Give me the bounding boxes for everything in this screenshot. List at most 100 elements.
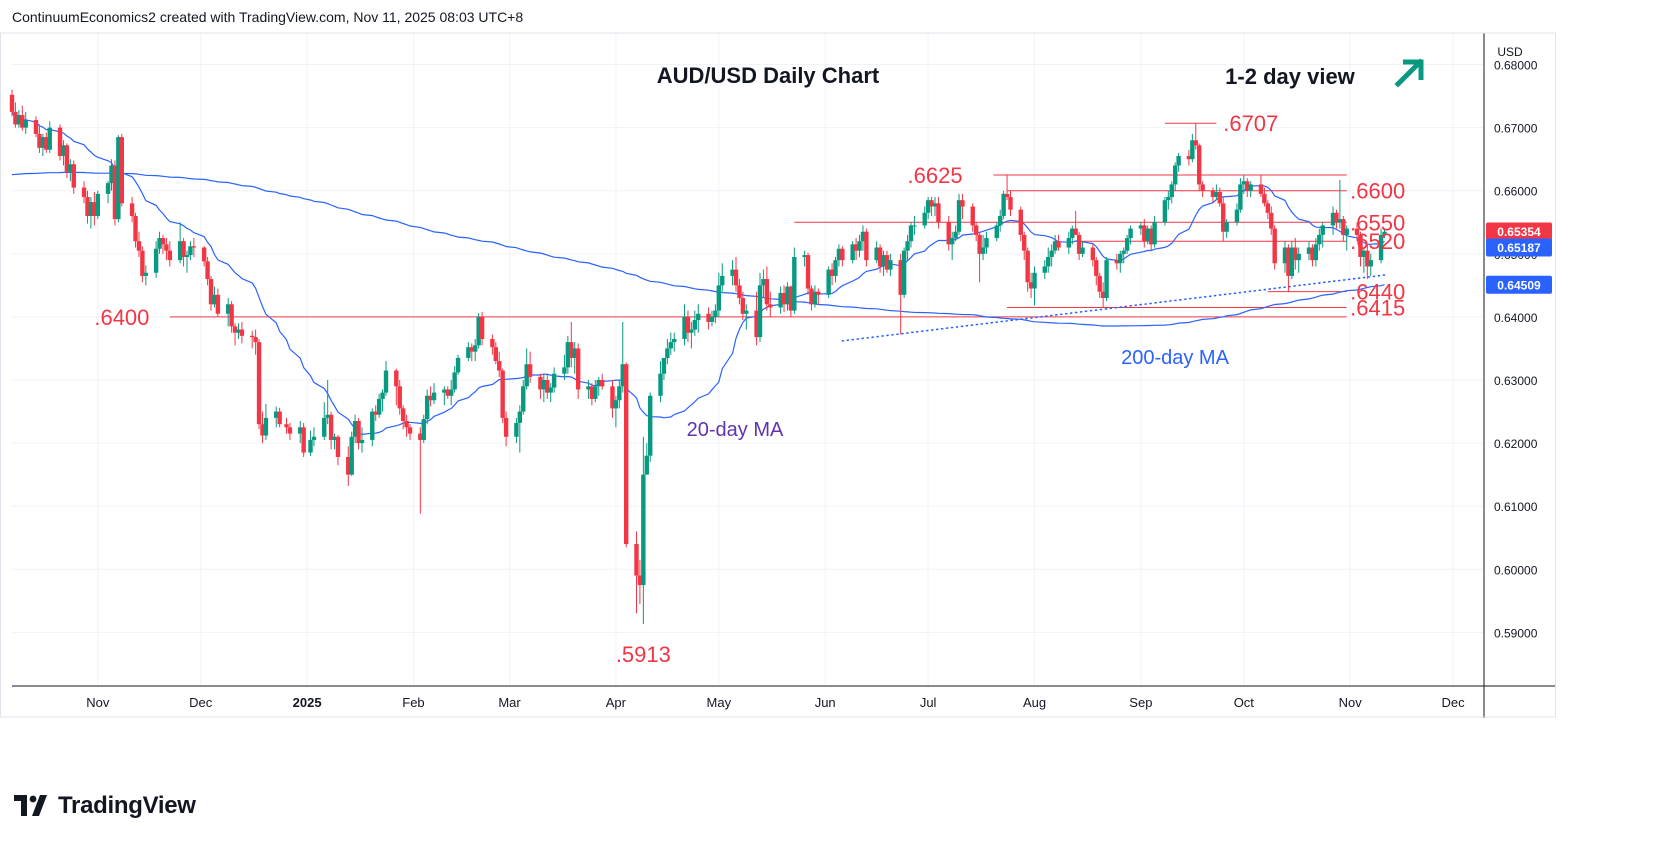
candle-body — [1042, 266, 1048, 273]
candle-body — [977, 234, 982, 254]
ma-20-line — [11, 111, 1385, 436]
candle-body — [809, 288, 814, 305]
candle-body — [1296, 253, 1301, 261]
level-label: .6600 — [1350, 179, 1405, 204]
candle-body — [298, 427, 303, 434]
candle-body — [57, 127, 63, 157]
candle-body — [119, 137, 124, 204]
annotations: .6707 .6625 .6600 .6550.6520 .6440.6415 .6400… — [94, 58, 1424, 667]
candle-body — [431, 392, 437, 401]
candle-body — [397, 386, 402, 409]
x-tick-label: Jun — [815, 695, 836, 710]
candle-body — [1190, 140, 1195, 160]
candle-body — [792, 256, 797, 311]
candle-body — [1334, 212, 1339, 223]
chart-axes: USD0.680000.670000.660000.650000.640000.… — [0, 32, 1556, 718]
candle-body — [768, 304, 773, 308]
candle-body — [160, 238, 166, 245]
tradingview-logo[interactable]: TradingView — [14, 792, 196, 820]
candle-body — [658, 373, 663, 396]
low-label: .5913 — [616, 642, 671, 667]
candle-body — [623, 364, 629, 545]
candle-body — [785, 286, 790, 305]
level-label: .6625 — [908, 163, 963, 188]
arrow-up-right-icon — [1394, 58, 1424, 88]
candle-body — [1022, 234, 1027, 251]
candle-body — [109, 165, 114, 184]
candle-body — [1210, 190, 1216, 198]
price-badge — [1486, 222, 1552, 241]
candle-body — [661, 357, 667, 374]
candle-body — [936, 203, 941, 223]
candle-body — [71, 164, 76, 188]
candle-body — [466, 347, 471, 358]
candle-body — [641, 474, 646, 586]
candle-body — [1032, 272, 1037, 289]
candle-body — [1317, 234, 1322, 245]
support-trend-line — [841, 273, 1389, 342]
candle-body — [1004, 193, 1010, 198]
candle-body — [689, 329, 694, 333]
candle-body — [593, 386, 598, 399]
candle-body — [346, 456, 351, 475]
candle-body — [538, 376, 543, 390]
candle-body — [884, 255, 890, 270]
candle-body — [757, 285, 763, 338]
candle-body — [761, 279, 766, 286]
currency-label: USD — [1497, 45, 1523, 59]
candle-body — [493, 347, 499, 362]
level-label: .6707 — [1223, 111, 1278, 136]
candle-body — [565, 342, 571, 368]
candle-body — [37, 133, 42, 148]
candle-body — [143, 272, 149, 276]
x-tick-label: Oct — [1234, 695, 1255, 710]
candle-body — [877, 247, 883, 267]
candle-body — [112, 165, 118, 220]
candle-body — [256, 342, 262, 425]
candle-body — [140, 250, 145, 276]
candle-body — [596, 380, 601, 387]
y-tick-label: 0.67000 — [1494, 122, 1538, 136]
candle-body — [1221, 203, 1226, 232]
candle-body — [191, 246, 197, 248]
level-label: .6550 — [1350, 210, 1405, 235]
candlesticks — [9, 89, 1387, 625]
candle-body — [1258, 184, 1264, 194]
candle-body — [380, 392, 385, 399]
x-tick-label: Apr — [606, 695, 627, 710]
candle-body — [400, 408, 406, 422]
level-label: .6520 — [1350, 229, 1405, 254]
candle-body — [1128, 228, 1133, 239]
candle-body — [448, 389, 454, 396]
candle-body — [980, 247, 986, 254]
candle-body — [1217, 191, 1222, 204]
y-tick-label: 0.59000 — [1494, 626, 1538, 640]
candle-body — [164, 244, 169, 251]
candle-body — [925, 200, 931, 213]
candle-body — [359, 439, 365, 444]
candle-body — [1114, 260, 1120, 264]
price-badge — [1486, 238, 1552, 257]
candle-body — [1245, 181, 1250, 191]
candle-body — [812, 291, 818, 305]
candle-body — [888, 260, 893, 270]
candle-body — [503, 417, 509, 437]
candle-body — [500, 370, 505, 418]
candle-body — [857, 241, 862, 251]
candle-body — [1104, 260, 1109, 298]
level-label: .6415 — [1350, 295, 1405, 320]
candle-body — [973, 225, 979, 235]
candle-body — [153, 248, 159, 273]
candle-body — [733, 269, 739, 286]
candle-body — [970, 206, 975, 226]
candle-body — [949, 238, 955, 245]
candle-body — [1025, 250, 1030, 283]
candle-body — [997, 215, 1003, 226]
candle-body — [1354, 228, 1360, 235]
candle-body — [479, 316, 485, 339]
candle-body — [40, 137, 46, 148]
candle-body — [263, 417, 269, 436]
candle-body — [133, 215, 138, 242]
candle-body — [352, 421, 358, 437]
